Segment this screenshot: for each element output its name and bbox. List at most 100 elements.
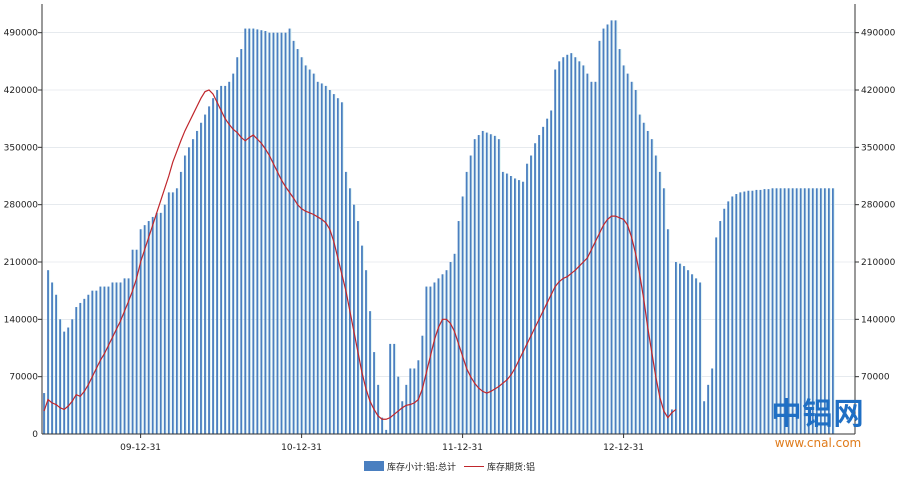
bar bbox=[703, 401, 705, 434]
bar-shadow bbox=[527, 163, 529, 434]
bar bbox=[598, 40, 601, 434]
y-tick-label-right: 490000 bbox=[861, 29, 896, 39]
bar-shadow bbox=[317, 81, 320, 435]
bar-shadow bbox=[816, 188, 819, 434]
bar-shadow bbox=[555, 69, 558, 435]
bar bbox=[650, 139, 653, 434]
bar bbox=[453, 253, 456, 434]
bar bbox=[493, 135, 496, 434]
bar-shadow bbox=[201, 122, 203, 434]
bar bbox=[187, 147, 190, 435]
bar-shadow bbox=[100, 286, 103, 434]
bar bbox=[71, 319, 74, 434]
bar-shadow bbox=[792, 188, 795, 434]
bar bbox=[365, 270, 367, 434]
bar bbox=[405, 384, 408, 434]
bar-shadow bbox=[627, 73, 630, 434]
bar-shadow bbox=[76, 307, 79, 434]
bar bbox=[119, 282, 122, 434]
bar-shadow bbox=[470, 155, 473, 434]
bar bbox=[727, 201, 730, 434]
y-tick-label-left: 140000 bbox=[4, 315, 39, 325]
bar-shadow bbox=[281, 32, 284, 435]
bar-shadow bbox=[535, 143, 538, 434]
bar-shadow bbox=[342, 102, 344, 435]
bar bbox=[377, 384, 379, 434]
axes bbox=[38, 4, 859, 438]
y-tick-label-left: 420000 bbox=[4, 86, 39, 96]
bar-shadow bbox=[346, 171, 348, 434]
bar bbox=[421, 335, 424, 434]
bar bbox=[550, 110, 553, 434]
legend-item-bar: 库存小计:铝:总计 bbox=[363, 460, 457, 473]
bar bbox=[87, 294, 90, 434]
bar bbox=[336, 98, 339, 434]
bar-shadow bbox=[668, 229, 670, 434]
bar-shadow bbox=[712, 368, 715, 434]
bar bbox=[739, 192, 742, 434]
bar bbox=[775, 188, 778, 434]
bar-shadow bbox=[760, 189, 763, 434]
bar bbox=[602, 28, 605, 434]
bar-shadow bbox=[350, 188, 352, 434]
bar bbox=[795, 188, 798, 434]
bar-shadow bbox=[354, 204, 356, 434]
bar bbox=[357, 221, 359, 434]
bar-shadow bbox=[824, 188, 827, 434]
bar-shadow bbox=[309, 69, 312, 435]
bar bbox=[248, 28, 251, 434]
bar-shadow bbox=[273, 32, 276, 435]
bar-shadow bbox=[249, 28, 252, 434]
bar bbox=[332, 94, 335, 434]
bar bbox=[654, 155, 657, 434]
bar-shadow bbox=[704, 401, 707, 434]
bar bbox=[590, 81, 593, 435]
bar bbox=[83, 298, 86, 434]
bar-shadow bbox=[796, 188, 799, 434]
bar bbox=[212, 98, 214, 434]
bar bbox=[204, 114, 206, 435]
legend-swatch-bar bbox=[363, 461, 384, 471]
bar-shadow bbox=[64, 331, 67, 434]
bar-shadow bbox=[442, 274, 445, 434]
bar-shadow bbox=[563, 57, 566, 434]
bar bbox=[570, 53, 573, 435]
legend-label-bar: 库存小计:铝:总计 bbox=[386, 462, 457, 473]
y-tick-label-zero: 0 bbox=[32, 430, 38, 440]
bar-shadow bbox=[744, 191, 747, 434]
y-tick-label-right: 280000 bbox=[861, 201, 896, 211]
bar-shadow bbox=[426, 286, 429, 434]
bar-shadow bbox=[482, 130, 485, 434]
bar-shadow bbox=[543, 126, 546, 434]
bar-shadow bbox=[676, 262, 678, 434]
bar bbox=[695, 278, 697, 434]
bar-shadow bbox=[60, 319, 63, 434]
bar-shadow bbox=[217, 90, 220, 434]
bar-shadow bbox=[172, 192, 175, 434]
bar bbox=[755, 189, 758, 434]
bar-shadow bbox=[571, 53, 574, 435]
bar bbox=[272, 32, 275, 435]
bar bbox=[260, 30, 263, 434]
bar-shadow bbox=[366, 270, 368, 434]
bar bbox=[751, 190, 754, 434]
bar bbox=[670, 409, 673, 434]
bar-shadow bbox=[96, 290, 99, 434]
bar-shadow bbox=[575, 57, 578, 434]
bar-shadow bbox=[752, 190, 755, 434]
bar bbox=[276, 32, 279, 435]
bar-shadow bbox=[209, 106, 212, 434]
bar-shadow bbox=[736, 194, 739, 434]
bar bbox=[803, 188, 806, 434]
bar bbox=[823, 188, 826, 434]
bar-shadow bbox=[623, 65, 626, 434]
bar bbox=[546, 118, 549, 435]
bar bbox=[481, 130, 484, 434]
bar bbox=[683, 266, 685, 434]
bar bbox=[558, 61, 561, 434]
bar bbox=[268, 32, 271, 435]
bar-shadow bbox=[285, 32, 288, 435]
bar-shadow bbox=[120, 282, 123, 434]
bar bbox=[393, 343, 396, 434]
bar-shadow bbox=[450, 262, 453, 434]
